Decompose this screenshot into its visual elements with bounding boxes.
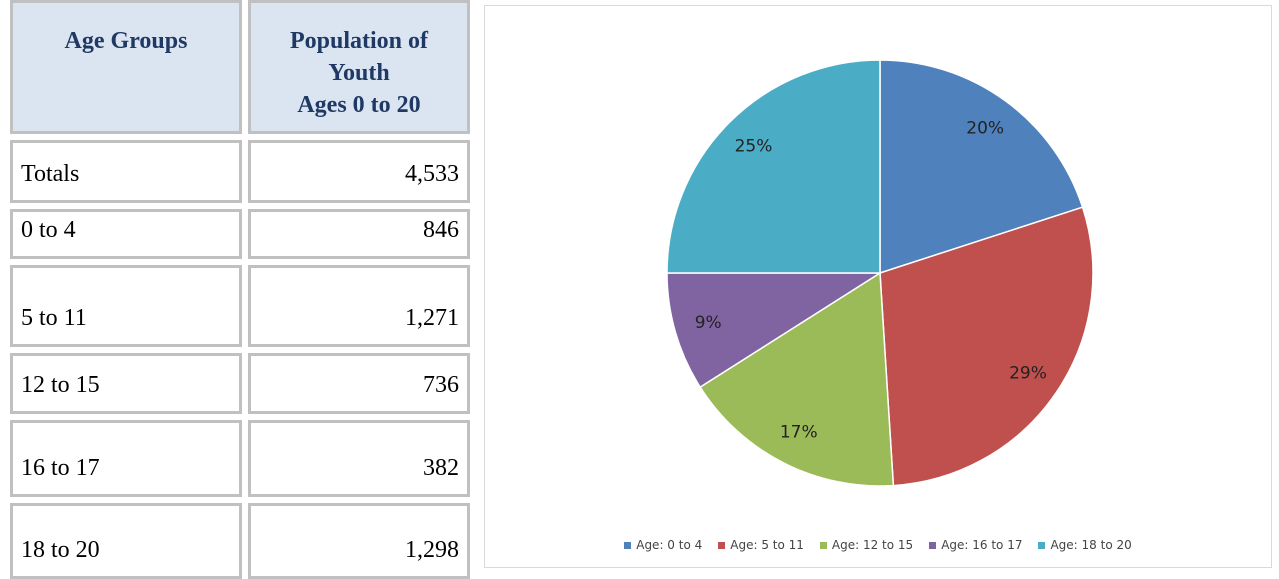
header-line: Population of	[289, 28, 429, 54]
cell-text: 846	[423, 217, 459, 243]
legend-label: Age: 16 to 17	[941, 538, 1023, 552]
legend-label: Age: 5 to 11	[730, 538, 804, 552]
legend-swatch	[819, 541, 827, 549]
legend-item: Age: 5 to 11	[718, 538, 804, 552]
legend-item: Age: 12 to 15	[819, 538, 914, 552]
table-cell: 382	[248, 420, 470, 497]
pie-slice	[666, 59, 881, 274]
cell-text: Totals	[21, 161, 80, 187]
legend-swatch	[929, 541, 937, 549]
legend-label: Age: 18 to 20	[1050, 538, 1132, 552]
legend-item: Age: 0 to 4	[624, 538, 702, 552]
table-cell: 736	[248, 353, 470, 414]
chart-frame	[484, 5, 1272, 568]
cell-text: 12 to 15	[21, 372, 100, 398]
legend-swatch	[1038, 541, 1046, 549]
legend-label: Age: 12 to 15	[831, 538, 914, 552]
table-cell: 4,533	[248, 140, 470, 203]
cell-text: 18 to 20	[21, 537, 100, 563]
pie-slice	[699, 271, 895, 487]
legend-item: Age: 18 to 20	[1038, 538, 1132, 552]
cell-text: 4,533	[405, 161, 459, 187]
cell-text: 382	[423, 455, 459, 481]
table-cell: 0 to 4	[10, 209, 242, 259]
pie-slice	[879, 59, 1084, 275]
cell-text: 16 to 17	[21, 455, 100, 481]
header-line: Youth	[328, 60, 390, 86]
table-cell: 5 to 11	[10, 265, 242, 347]
pie-slice	[666, 272, 883, 389]
legend: Age: 0 to 4 Age: 5 to 11 Age: 12 to 15 Age:…	[484, 538, 1272, 552]
cell-text: 1,271	[405, 305, 459, 331]
table-cell: 1,271	[248, 265, 470, 347]
table-cell: 1,298	[248, 503, 470, 579]
cell-text: 5 to 11	[21, 305, 87, 331]
slice-label: 17%	[780, 422, 818, 442]
cell-text: 1,298	[405, 537, 459, 563]
cell-text: 736	[423, 372, 459, 398]
legend-item: Age: 16 to 17	[929, 538, 1022, 552]
table-cell: 18 to 20	[10, 503, 242, 579]
slice-label: 29%	[1009, 364, 1047, 384]
pie-slice	[879, 206, 1094, 487]
slice-label: 9%	[695, 313, 722, 333]
cell-text: 0 to 4	[21, 217, 76, 243]
legend-swatch	[624, 541, 632, 549]
table-cell: 16 to 17	[10, 420, 242, 497]
table-cell: 12 to 15	[10, 353, 242, 414]
header-line: Ages 0 to 20	[297, 92, 421, 118]
slice-label: 25%	[735, 136, 773, 156]
legend-swatch	[718, 541, 726, 549]
table-cell: Totals	[10, 140, 242, 203]
legend-label: Age: 0 to 4	[636, 538, 703, 552]
header-cell: Age Groups	[10, 0, 242, 134]
header-cell: Population of Youth Ages 0 to 20	[248, 0, 470, 134]
slice-label: 20%	[966, 118, 1004, 138]
table-cell: 846	[248, 209, 470, 259]
header-text: Age Groups	[64, 28, 188, 54]
